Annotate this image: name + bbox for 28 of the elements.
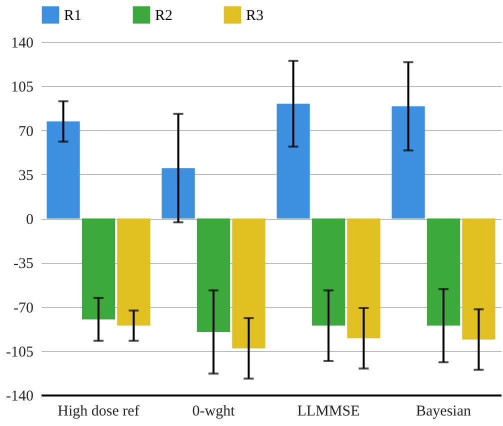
legend-label: R1 [64, 8, 82, 24]
bar [232, 218, 266, 348]
y-tick-label: -105 [6, 344, 34, 360]
x-tick-label: LLMMSE [297, 404, 360, 420]
y-tick-label: 70 [18, 124, 34, 140]
y-tick-label: 35 [18, 168, 34, 184]
y-tick-label: -35 [14, 256, 34, 272]
bar [276, 104, 310, 218]
bar [196, 218, 230, 332]
bar [162, 168, 195, 218]
x-tick-label: High dose ref [58, 404, 140, 420]
legend-label: R3 [246, 8, 264, 24]
bar [347, 218, 380, 338]
y-tick-label: 0 [26, 212, 34, 228]
y-tick-label: -70 [14, 300, 34, 316]
bar [462, 218, 496, 340]
legend-label: R2 [155, 8, 173, 24]
x-tick-label: 0-wght [192, 404, 236, 420]
y-tick-label: -140 [6, 388, 34, 404]
bar [392, 106, 425, 218]
y-tick-label: 105 [11, 80, 34, 96]
bar [117, 218, 150, 326]
bar [426, 218, 460, 326]
bar [46, 121, 80, 218]
y-tick-label: 140 [11, 36, 34, 52]
bar [312, 218, 346, 326]
bar [82, 218, 116, 320]
x-tick-label: Bayesian [416, 404, 472, 420]
